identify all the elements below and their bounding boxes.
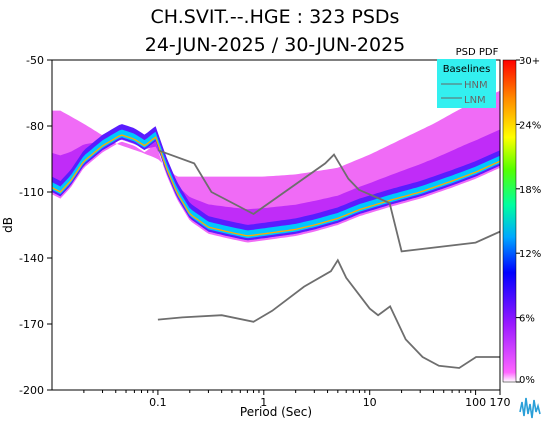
y-tick-label: -170 bbox=[19, 318, 44, 331]
x-tick-label: 0.1 bbox=[149, 396, 167, 409]
x-tick-label: 10 bbox=[363, 396, 377, 409]
colorbar-tick-label: 30+ bbox=[519, 56, 540, 67]
chart-title: CH.SVIT.--.HGE : 323 PSDs bbox=[150, 6, 400, 28]
x-tick-label: 1 bbox=[260, 396, 267, 409]
colorbar-tick-label: 18% bbox=[519, 185, 541, 196]
colorbar-tick-label: 0% bbox=[519, 375, 535, 386]
baseline-lnm bbox=[157, 258, 500, 369]
plot-frame bbox=[51, 59, 501, 391]
baseline-hnm bbox=[157, 149, 500, 253]
y-tick-label: -80 bbox=[26, 120, 44, 133]
x-axis: 0.1 1 10 100 170 bbox=[83, 390, 511, 409]
x-tick-label: 100 bbox=[465, 396, 486, 409]
baselines bbox=[157, 149, 500, 369]
y-axis-label: dB bbox=[1, 217, 15, 233]
y-tick-label: -110 bbox=[19, 186, 44, 199]
baseline-legend: Baselines HNM LNM bbox=[437, 59, 496, 108]
y-tick-label: -200 bbox=[19, 384, 44, 397]
psd-mode-line bbox=[52, 134, 500, 237]
psd-density bbox=[52, 90, 500, 243]
x-tick-label: 170 bbox=[490, 396, 511, 409]
legend-entry-lnm: LNM bbox=[464, 95, 486, 106]
psd-band-core bbox=[52, 129, 500, 239]
colorbar-ticks: 0% 6% 12% 18% 24% 30+ bbox=[516, 56, 541, 386]
y-tick-label: -50 bbox=[26, 54, 44, 67]
colorbar-tick-label: 6% bbox=[519, 314, 535, 325]
waveform-logo-icon bbox=[518, 393, 542, 419]
chart-subtitle: 24-JUN-2025 / 30-JUN-2025 bbox=[144, 34, 406, 56]
y-axis: -50 -80 -110 -140 -170 -200 bbox=[19, 54, 52, 397]
y-tick-label: -140 bbox=[19, 252, 44, 265]
colorbar-title: PSD PDF bbox=[456, 47, 499, 58]
legend-entry-hnm: HNM bbox=[464, 80, 488, 91]
colorbar-tick-label: 24% bbox=[519, 120, 541, 131]
colorbar-tick-label: 12% bbox=[519, 249, 541, 260]
colorbar bbox=[502, 59, 517, 383]
x-axis-label: Period (Sec) bbox=[240, 405, 312, 419]
legend-title: Baselines bbox=[443, 64, 491, 75]
